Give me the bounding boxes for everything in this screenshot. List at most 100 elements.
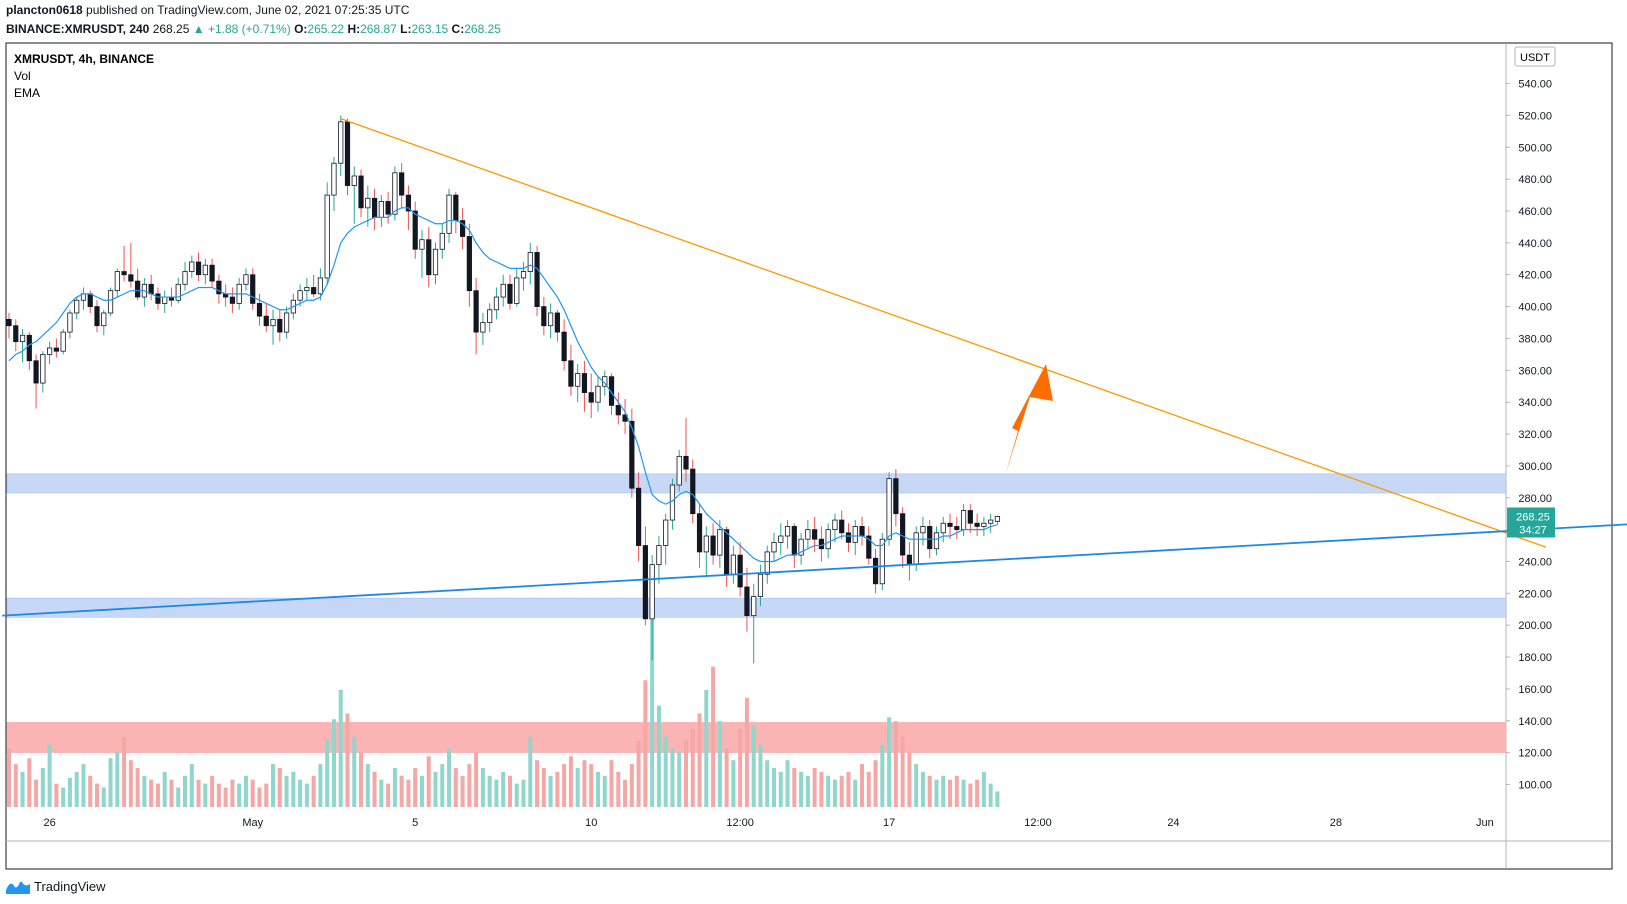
legend-vol[interactable]: Vol <box>14 69 31 83</box>
candle <box>426 226 432 288</box>
candle-body <box>663 519 669 546</box>
candle-body <box>568 360 574 387</box>
volume-bar <box>656 705 661 807</box>
candle <box>947 513 953 540</box>
candle-body <box>669 484 676 521</box>
candle <box>378 195 384 227</box>
candle <box>399 163 405 208</box>
candle <box>839 510 845 540</box>
candle-body <box>845 532 852 543</box>
candle-body <box>33 360 39 384</box>
legend-ema[interactable]: EMA <box>14 86 40 100</box>
legend: XMRUSDT, 4h, BINANCE Vol EMA <box>14 52 154 100</box>
candle <box>629 408 635 498</box>
volume-bar <box>697 713 702 807</box>
volume-bar <box>555 771 560 807</box>
candle <box>155 287 161 310</box>
price-axis[interactable]: 100.00 120.00 140.00 160.00 180.00 200.00 220.… <box>1506 79 1552 792</box>
volume-bar <box>467 764 472 807</box>
volume-bar <box>61 787 66 807</box>
candle-body <box>588 392 594 403</box>
volume-bar <box>271 764 276 807</box>
candle-body <box>541 306 547 327</box>
volume-bar <box>616 771 621 807</box>
candle <box>764 545 770 584</box>
volume-bar <box>595 771 600 807</box>
candle <box>121 246 127 282</box>
candle <box>317 268 324 301</box>
candle-body <box>378 201 384 218</box>
candle-body <box>764 551 770 575</box>
candle-body <box>202 264 208 276</box>
volume-bar <box>785 760 790 807</box>
volume-bar <box>419 775 424 807</box>
candle-body <box>371 197 378 218</box>
price-tick-label: 280.00 <box>1518 493 1552 505</box>
candle <box>202 258 208 285</box>
price-tick-label: 340.00 <box>1518 397 1552 409</box>
candle <box>371 188 378 231</box>
volume-bar <box>203 783 208 807</box>
down-trendline <box>340 118 1547 548</box>
candle <box>507 274 513 310</box>
candle-body <box>87 293 93 307</box>
volume-bar <box>961 779 966 807</box>
volume-bar <box>101 787 106 807</box>
volume-layer <box>7 612 1000 807</box>
candle <box>676 449 682 492</box>
volume-bar <box>758 744 763 807</box>
currency-unit-frame <box>1514 46 1556 67</box>
volume-bar <box>792 768 797 807</box>
volume-bar <box>724 748 729 807</box>
volume-bar <box>67 777 72 807</box>
volume-bar <box>372 771 377 807</box>
volume-bar <box>264 783 269 807</box>
candle <box>148 274 154 301</box>
candle-body <box>974 522 980 527</box>
volume-bar <box>115 752 120 807</box>
volume-bar <box>149 779 154 807</box>
volume-bar <box>812 768 817 807</box>
time-tick-label: 17 <box>883 817 895 829</box>
candle <box>209 258 215 288</box>
volume-bar <box>399 775 404 807</box>
volume-bar <box>548 775 553 807</box>
candle-body <box>365 197 371 209</box>
volume-bar <box>907 752 912 807</box>
volume-bar <box>189 764 194 807</box>
candle <box>453 191 459 234</box>
candle-body <box>432 248 439 276</box>
price-tick-label: 120.00 <box>1518 748 1552 760</box>
volume-bar <box>169 779 174 807</box>
volume-bar <box>589 764 594 807</box>
candle-body <box>981 522 987 527</box>
volume-bar <box>386 783 391 807</box>
candle-body <box>6 318 12 327</box>
candle <box>60 328 66 355</box>
candle <box>994 515 1001 525</box>
up-trendline <box>2 523 1627 617</box>
candle-body <box>182 271 188 285</box>
volume-bar <box>690 729 695 807</box>
candle-body <box>311 287 317 295</box>
red-zone <box>6 722 1507 753</box>
volume-bar <box>846 771 851 807</box>
volume-bar <box>893 721 898 807</box>
candle <box>94 300 100 333</box>
candle <box>493 287 500 320</box>
ema-layer <box>8 207 998 563</box>
candle <box>554 309 560 342</box>
volume-bar <box>650 612 655 807</box>
candle <box>920 516 926 546</box>
candle-body <box>534 252 540 308</box>
volume-bar <box>338 690 343 807</box>
volume-bar <box>433 771 438 807</box>
volume-bar <box>176 787 181 807</box>
resistance-zone <box>6 473 1507 494</box>
tradingview-footer[interactable]: TradingView <box>6 878 106 894</box>
time-axis[interactable]: 26May51012:001712:002428Jun712:001412:00… <box>43 817 1627 829</box>
low-value: 263.15 <box>411 22 449 36</box>
volume-bar <box>826 775 831 807</box>
author-name[interactable]: plancton0618 <box>6 3 83 17</box>
